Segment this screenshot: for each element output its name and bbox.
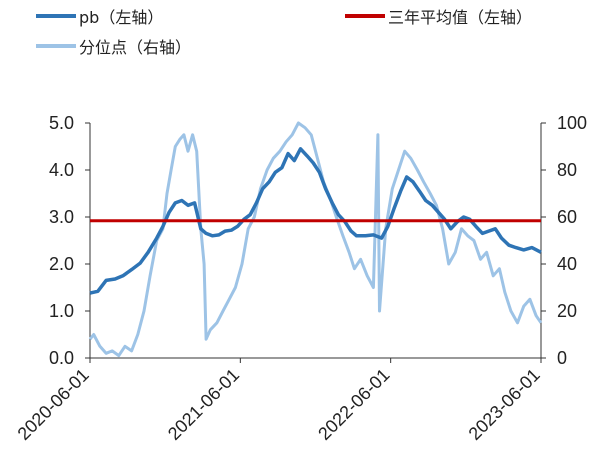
y-right-tick-label: 40 (557, 254, 577, 274)
x-tick-label: 2020-06-01 (14, 365, 93, 444)
y-left-tick-label: 1.0 (49, 301, 74, 321)
legend-label-percentile: 分位点（右轴） (79, 38, 192, 57)
x-tick-label: 2022-06-01 (314, 365, 393, 444)
y-right-tick-label: 100 (557, 113, 587, 133)
y-left-tick-label: 0.0 (49, 348, 74, 368)
y-right-tick-label: 0 (557, 348, 567, 368)
x-tick-label: 2021-06-01 (164, 365, 243, 444)
legend-item-pb: pb（左轴） (36, 4, 163, 28)
y-left-tick-label: 4.0 (49, 160, 74, 180)
series-pb-line (89, 147, 542, 295)
legend-item-percentile: 分位点（右轴） (36, 34, 191, 58)
y-right-tick-label: 80 (557, 160, 577, 180)
legend-label-avg: 三年平均值（左轴） (388, 8, 533, 27)
y-right-tick-label: 20 (557, 301, 577, 321)
series-percentile-line (88, 121, 543, 358)
legend-swatch-percentile (36, 44, 76, 48)
legend-label-pb: pb（左轴） (79, 8, 164, 27)
legend-swatch-pb (36, 14, 76, 18)
legend-swatch-avg (345, 14, 385, 18)
y-left-tick-label: 5.0 (49, 113, 74, 133)
y-left-tick-label: 3.0 (49, 207, 74, 227)
legend-item-avg: 三年平均值（左轴） (345, 4, 532, 28)
y-right-tick-label: 60 (557, 207, 577, 227)
x-tick-label: 2023-06-01 (465, 365, 544, 444)
y-left-tick-label: 2.0 (49, 254, 74, 274)
